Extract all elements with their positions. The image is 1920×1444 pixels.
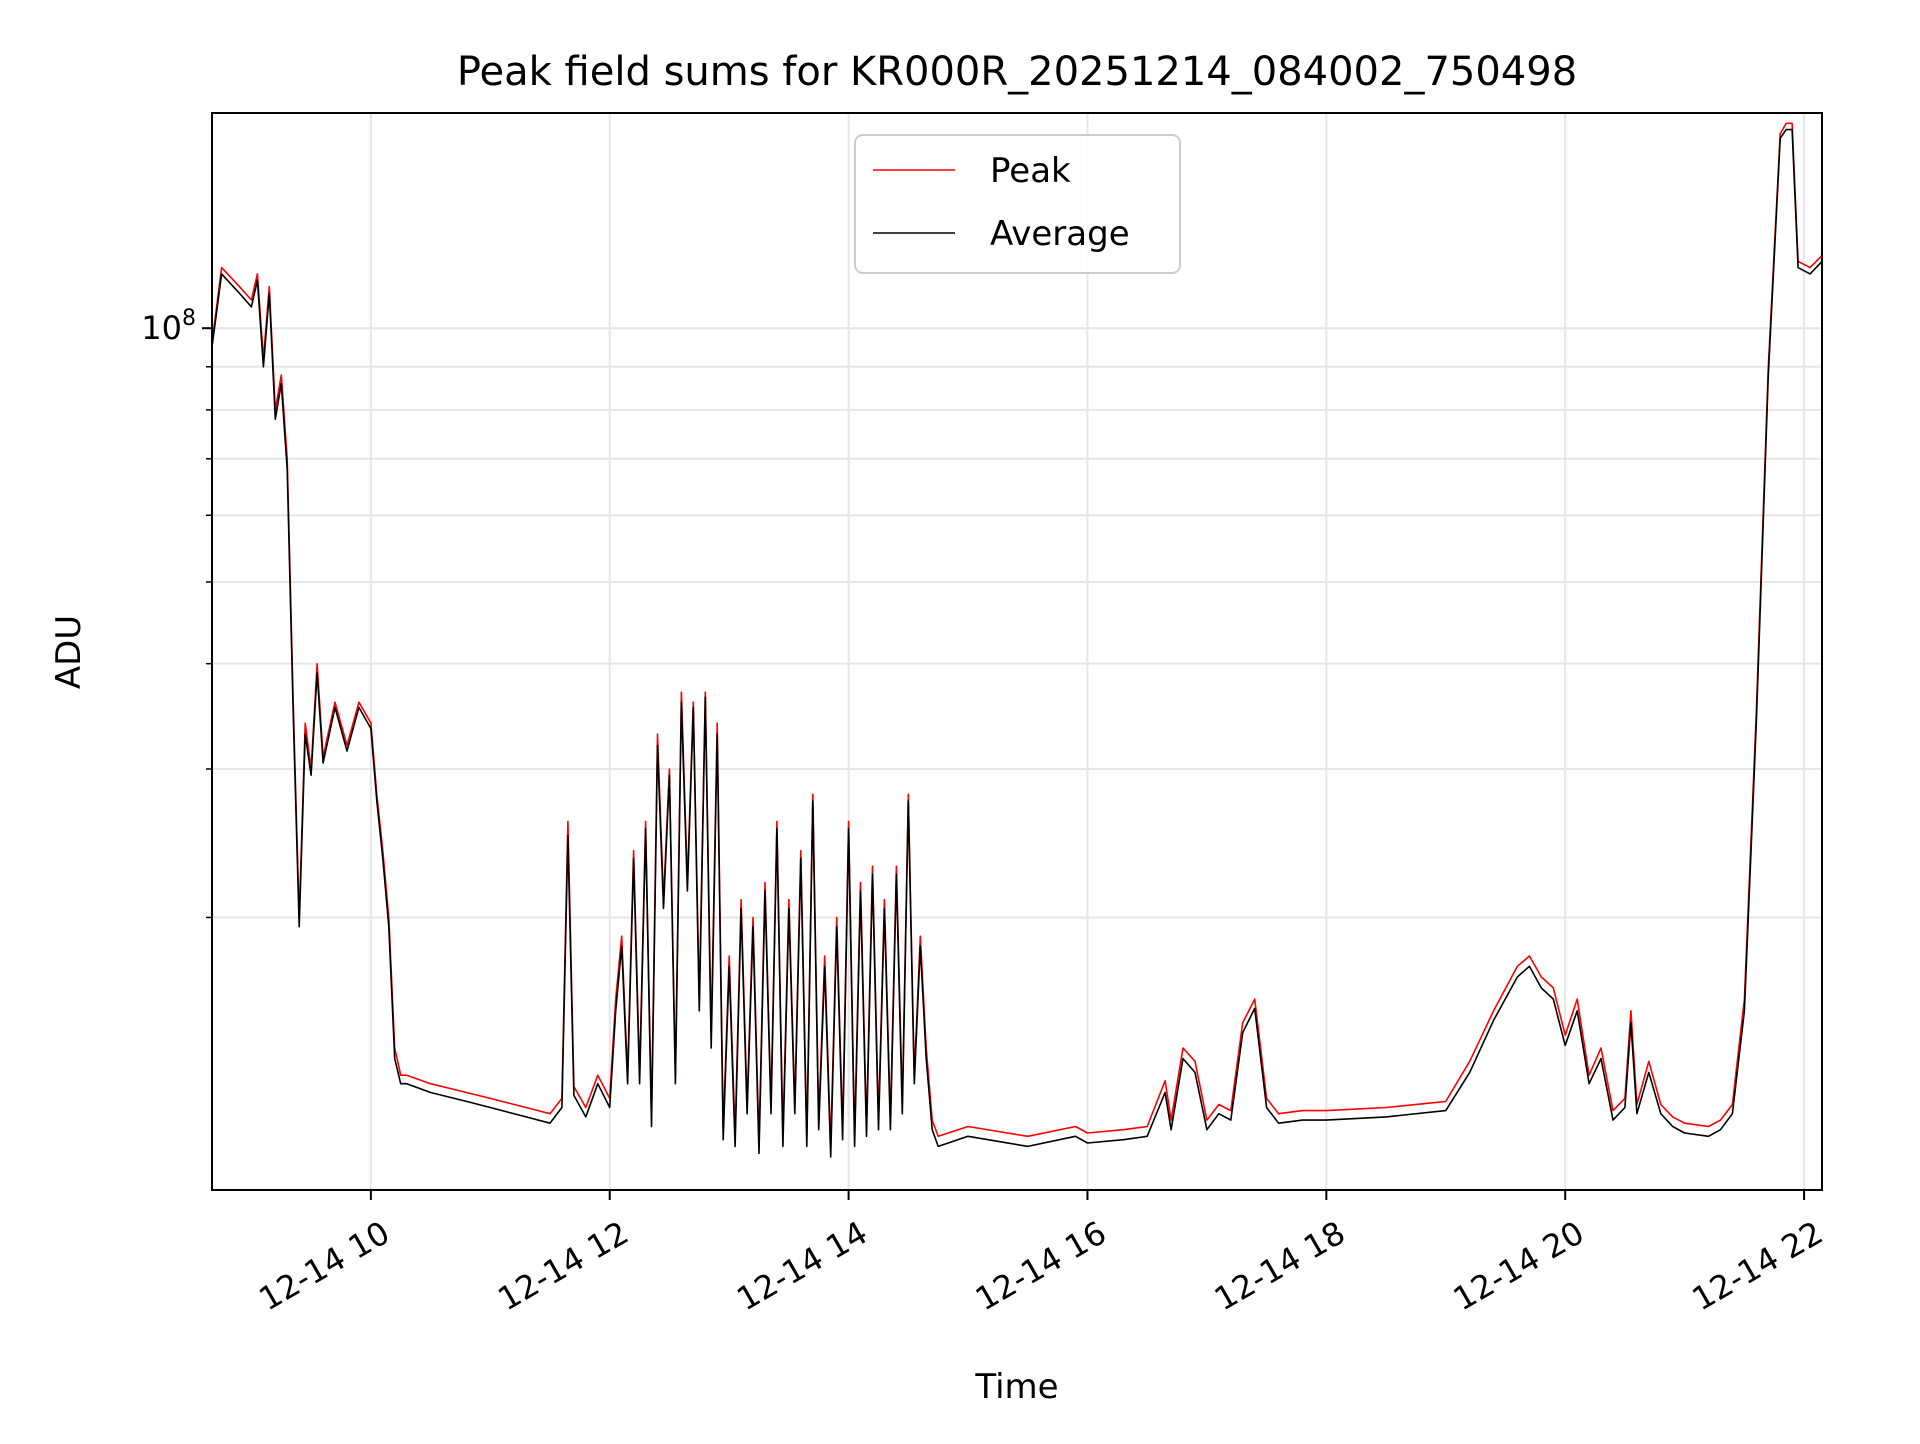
y-tick-label-base: 10	[141, 309, 182, 347]
plot-frame	[211, 112, 1823, 1191]
series-line-average	[211, 128, 1823, 1158]
x-axis-label: Time	[974, 1367, 1058, 1407]
grid	[212, 113, 1822, 1190]
legend-label-average: Average	[990, 214, 1130, 254]
y-tick-label-exponent: 8	[182, 306, 196, 331]
legend: Peak Average	[854, 134, 1181, 274]
chart-title: Peak field sums for KR000R_20251214_0840…	[457, 49, 1577, 95]
series-group	[211, 122, 1823, 1158]
y-axis-label: ADU	[49, 615, 89, 689]
legend-label-peak: Peak	[990, 151, 1071, 191]
y-tick-label: 108	[141, 306, 196, 347]
